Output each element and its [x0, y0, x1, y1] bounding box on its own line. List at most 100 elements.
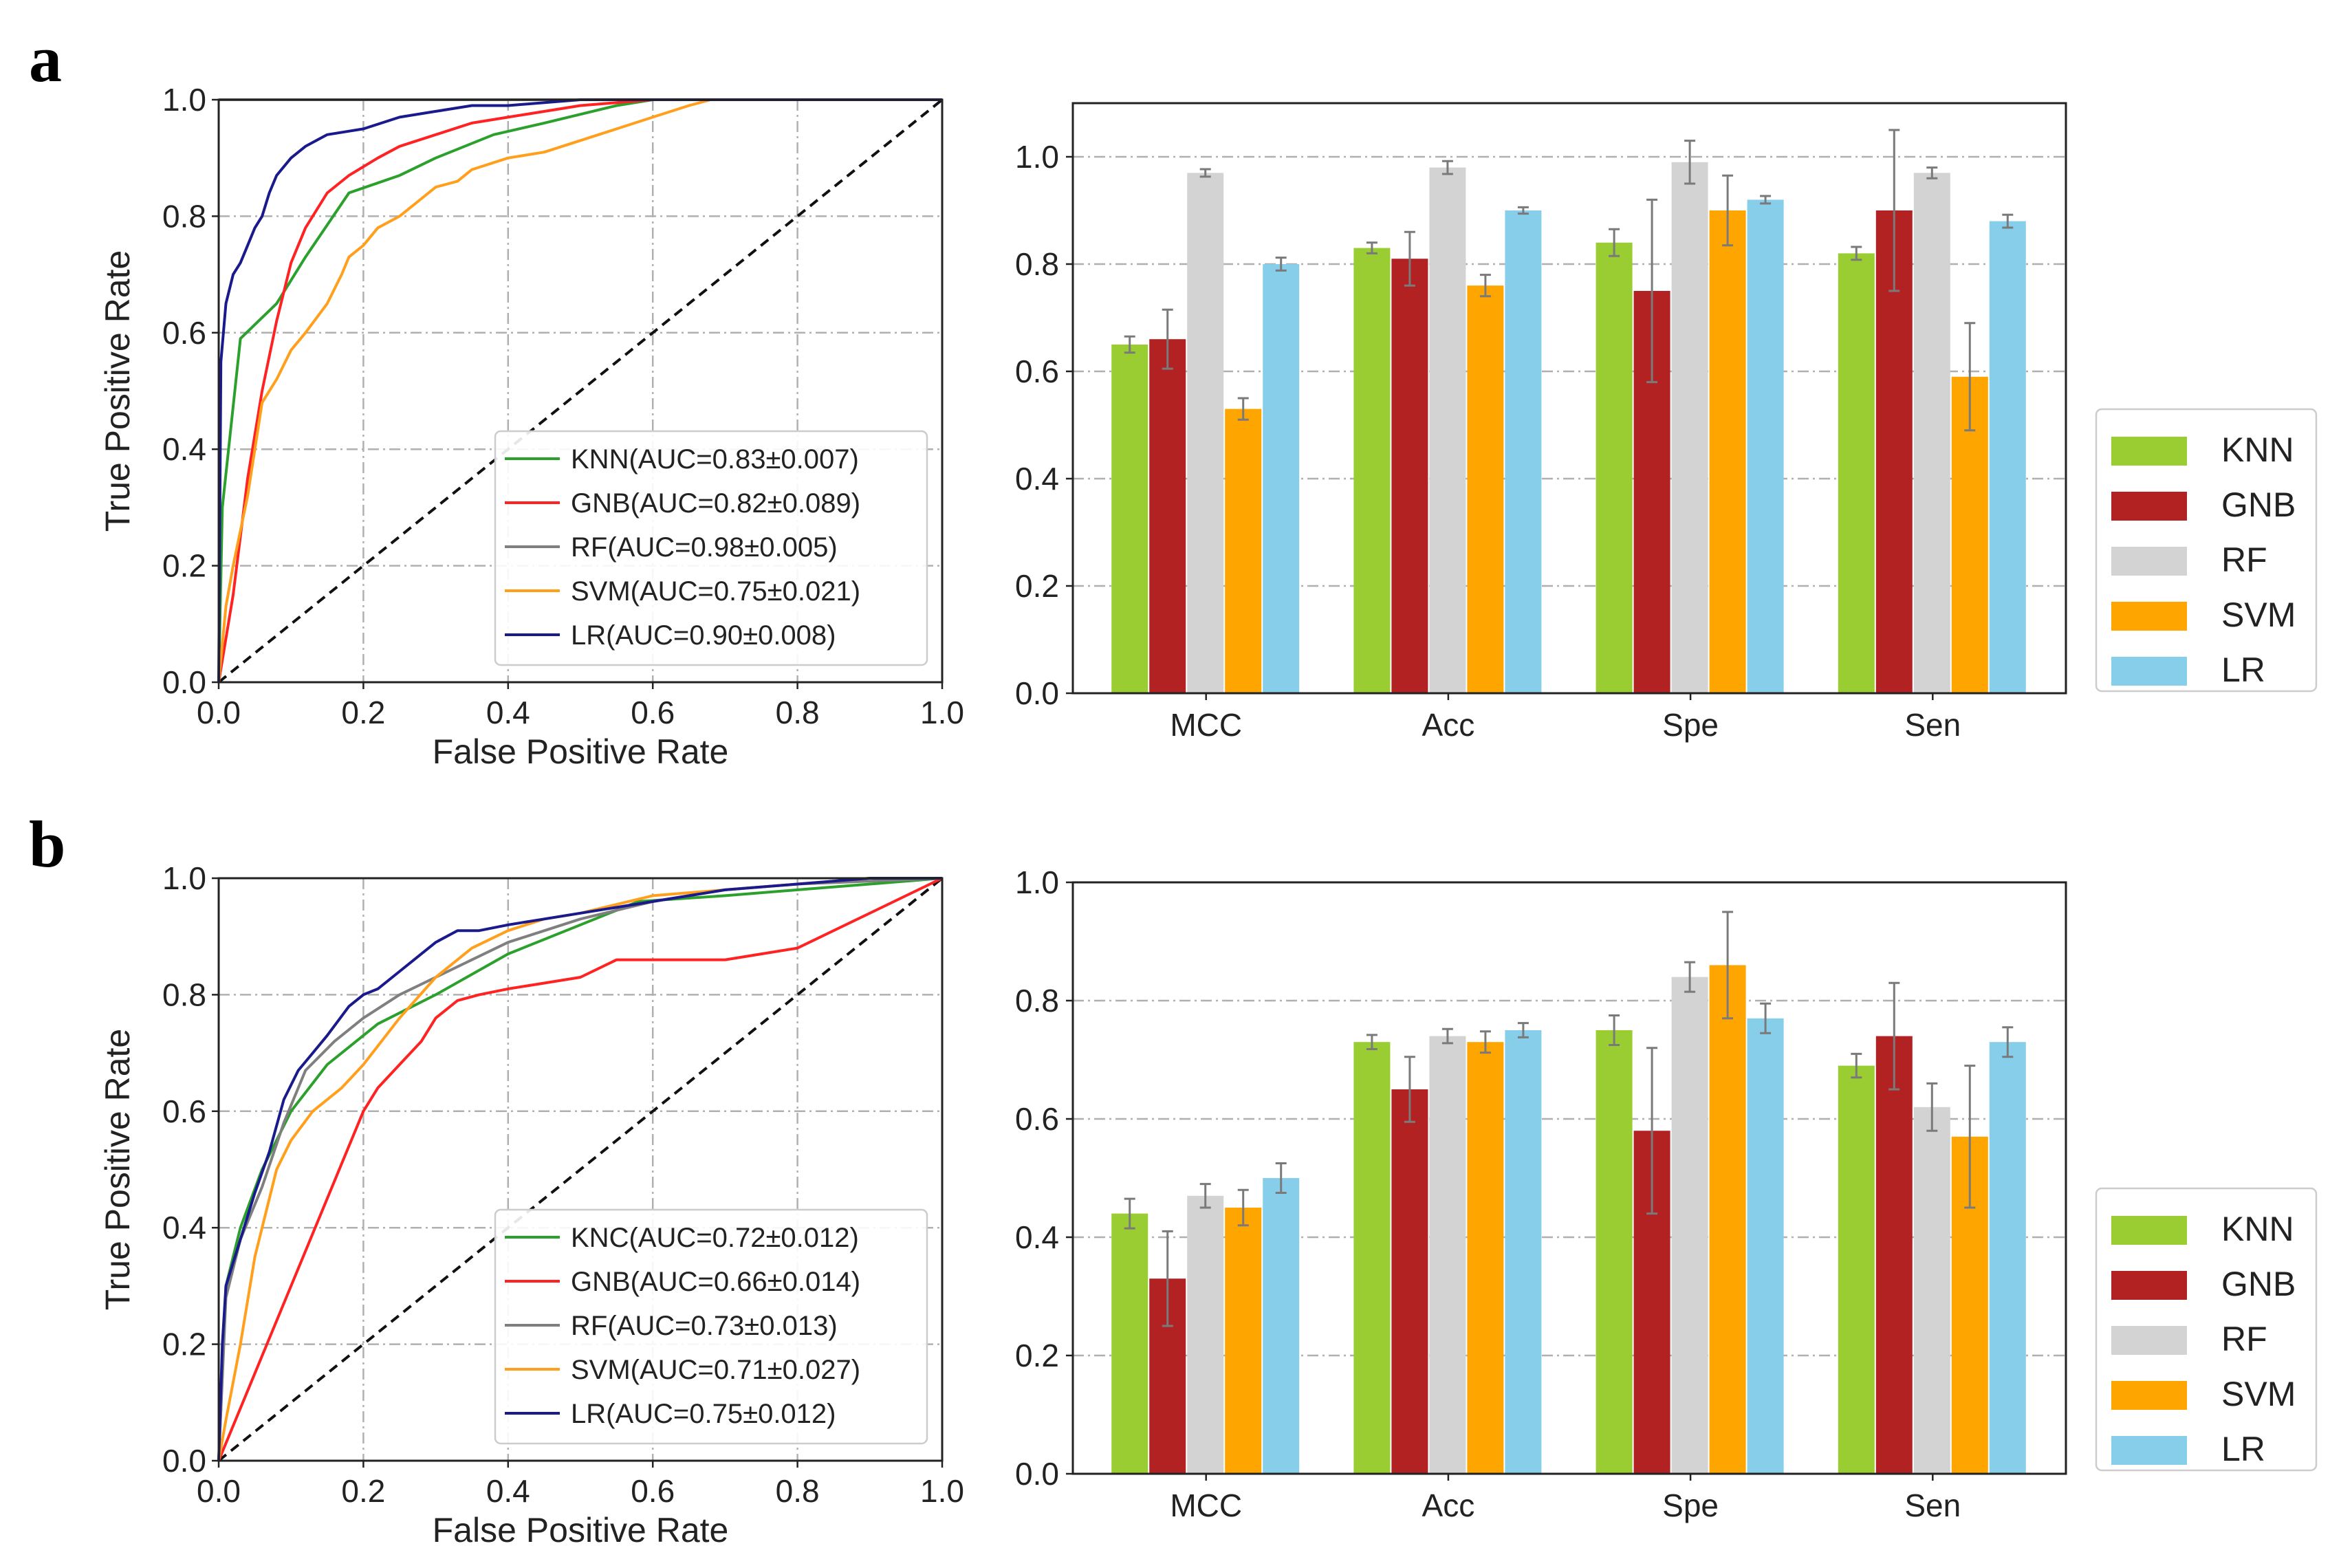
legend: KNN GNB RF SVM LR [2095, 1187, 2318, 1472]
bar-rf-spe [1671, 977, 1708, 1474]
x-tick-label: 0.4 [486, 695, 530, 730]
y-tick-label: 1.0 [162, 860, 206, 896]
x-tick-label: 0.8 [776, 695, 820, 730]
bar-svm-acc [1467, 285, 1504, 693]
bar-knn-acc [1353, 1042, 1391, 1474]
legend-box [494, 1208, 928, 1445]
x-tick-label: 0.8 [776, 1473, 820, 1509]
legend-entry: KNC(AUC=0.72±0.012) [571, 1223, 859, 1253]
y-tick-label: 0.0 [162, 664, 206, 700]
legend-entry: GNB [2221, 1265, 2296, 1303]
x-tick-label: Acc [1422, 707, 1475, 743]
bar-lr-mcc [1263, 1178, 1300, 1474]
bar-rf-acc [1429, 1036, 1466, 1474]
legend-entry: KNN(AUC=0.83±0.007) [571, 444, 859, 475]
legend-entry: LR [2221, 651, 2265, 689]
x-tick-label: 0.2 [341, 695, 385, 730]
x-tick-label: 0.6 [631, 695, 675, 730]
bar-knn-mcc [1111, 345, 1148, 693]
y-tick-label: 0.4 [162, 431, 206, 467]
bar-svm-spe [1709, 210, 1746, 693]
legend-swatch [2111, 1216, 2187, 1245]
bar-knn-acc [1353, 248, 1391, 694]
y-tick-label: 0.4 [1015, 461, 1059, 497]
x-tick-label: Sen [1904, 1488, 1961, 1523]
chance-diagonal [217, 877, 944, 1462]
roc-line-lr [217, 877, 942, 1461]
bar-rf-spe [1671, 162, 1708, 694]
legend-swatch [2111, 492, 2187, 521]
bar-svm-mcc [1225, 409, 1262, 693]
legend-entry: GNB(AUC=0.82±0.089) [571, 488, 860, 519]
plot-frame [1071, 881, 2067, 1475]
bar-gnb-mcc [1149, 339, 1186, 693]
legend-entry: SVM(AUC=0.71±0.027) [571, 1355, 860, 1385]
legend-swatch [2111, 657, 2187, 686]
chance-diagonal [217, 98, 944, 684]
x-tick-label: 0.2 [341, 1473, 385, 1509]
x-axis-label: False Positive Rate [433, 732, 729, 771]
bar-rf-acc [1429, 167, 1466, 694]
legend-entry: LR [2221, 1430, 2265, 1468]
x-tick-label: Spe [1662, 1488, 1719, 1523]
bar-chart-a: 0.0 0.2 0.4 0.6 0.8 1.0 MCC Acc Spe Sen KNN GNB RF SV… [1015, 102, 2318, 743]
legend-entry: RF(AUC=0.98±0.005) [571, 532, 838, 563]
y-tick-label: 0.8 [162, 977, 206, 1012]
y-tick-label: 0.8 [1015, 246, 1059, 282]
bar-svm-mcc [1225, 1208, 1262, 1474]
roc-chart-a: 0.0 0.2 0.4 0.6 0.8 1.0 0.0 0.2 0.4 0.6 0.8 1.0 Fals… [98, 82, 964, 771]
panel-label-b: b [29, 807, 65, 881]
y-tick-label: 0.8 [162, 198, 206, 234]
legend-swatch [2111, 1381, 2187, 1410]
plot-frame [217, 98, 944, 684]
y-tick-label: 0.6 [1015, 353, 1059, 389]
bar-rf-mcc [1187, 173, 1224, 693]
y-tick-label: 0.2 [1015, 568, 1059, 604]
bar-lr-mcc [1263, 264, 1300, 693]
bar-knn-sen [1838, 253, 1875, 693]
y-axis-label: True Positive Rate [98, 250, 137, 532]
legend-entry: GNB [2221, 486, 2296, 524]
legend-swatch [2111, 547, 2187, 576]
bar-rf-sen [1913, 173, 1950, 693]
y-tick-label: 1.0 [162, 82, 206, 118]
plot-frame [217, 877, 944, 1462]
legend: KNN GNB RF SVM LR [2095, 408, 2318, 693]
legend: KNN(AUC=0.83±0.007) GNB(AUC=0.82±0.089) RF… [494, 430, 928, 666]
bar-knn-spe [1596, 242, 1633, 693]
y-tick-label: 0.0 [1015, 675, 1059, 711]
roc-chart-b: 0.0 0.2 0.4 0.6 0.8 1.0 0.0 0.2 0.4 0.6 0.8 1.0 Fals… [98, 860, 964, 1549]
legend-entry: LR(AUC=0.75±0.012) [571, 1399, 836, 1429]
bar-svm-spe [1709, 965, 1746, 1474]
x-tick-label: 0.0 [197, 1473, 241, 1509]
legend-swatch [2111, 602, 2187, 631]
legend: KNC(AUC=0.72±0.012) GNB(AUC=0.66±0.014) RF… [494, 1208, 928, 1445]
bar-lr-acc [1505, 210, 1542, 693]
y-tick-label: 0.2 [1015, 1338, 1059, 1373]
x-tick-label: Spe [1662, 707, 1719, 743]
y-tick-label: 0.0 [162, 1443, 206, 1479]
panel-label-a: a [29, 22, 62, 96]
bar-rf-mcc [1187, 1195, 1224, 1474]
bar-lr-acc [1505, 1030, 1542, 1474]
roc-line-gnb [217, 877, 943, 1461]
x-tick-label: Acc [1422, 1488, 1475, 1523]
legend-swatch [2111, 1271, 2187, 1300]
legend-swatch [2111, 437, 2187, 466]
y-tick-label: 0.6 [162, 315, 206, 351]
legend-entry: SVM [2221, 1375, 2296, 1413]
bar-lr-spe [1747, 199, 1784, 693]
bar-gnb-acc [1391, 259, 1428, 693]
bar-svm-acc [1467, 1042, 1504, 1474]
x-tick-label: 1.0 [920, 695, 964, 730]
bar-lr-spe [1747, 1018, 1784, 1474]
roc-line-gnb [217, 98, 942, 683]
x-tick-label: MCC [1170, 707, 1242, 743]
bar-lr-sen [1989, 221, 2026, 694]
legend-entry: RF [2221, 1320, 2267, 1358]
plot-frame [1071, 102, 2067, 695]
legend-entry: SVM [2221, 596, 2296, 634]
legend-entry: RF [2221, 541, 2267, 579]
y-tick-label: 0.4 [1015, 1219, 1059, 1255]
y-tick-label: 0.0 [1015, 1456, 1059, 1492]
